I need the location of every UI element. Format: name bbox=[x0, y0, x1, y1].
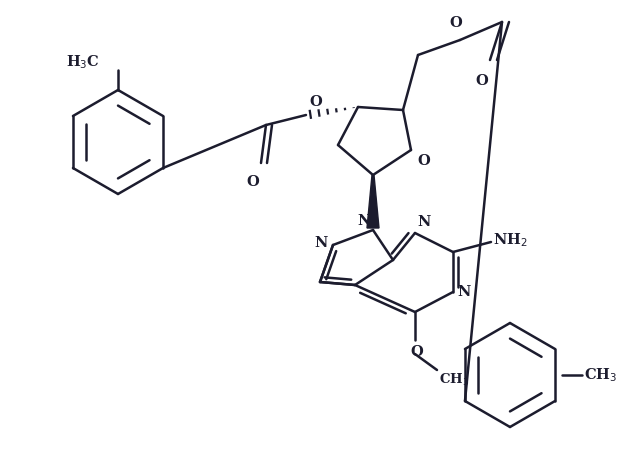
Text: O: O bbox=[309, 95, 322, 109]
Text: N: N bbox=[315, 236, 328, 250]
Text: N: N bbox=[457, 285, 470, 299]
Text: N: N bbox=[417, 215, 430, 229]
Text: CH$_3$: CH$_3$ bbox=[584, 366, 617, 384]
Text: O: O bbox=[411, 345, 424, 359]
Text: O: O bbox=[476, 74, 488, 88]
Text: O: O bbox=[246, 175, 259, 189]
Text: CH$_3$: CH$_3$ bbox=[439, 372, 469, 388]
Text: NH$_2$: NH$_2$ bbox=[493, 231, 528, 249]
Text: H$_3$C: H$_3$C bbox=[66, 53, 100, 71]
Text: N: N bbox=[358, 214, 371, 228]
Polygon shape bbox=[367, 175, 379, 228]
Text: O: O bbox=[417, 154, 429, 168]
Text: O: O bbox=[450, 16, 462, 30]
